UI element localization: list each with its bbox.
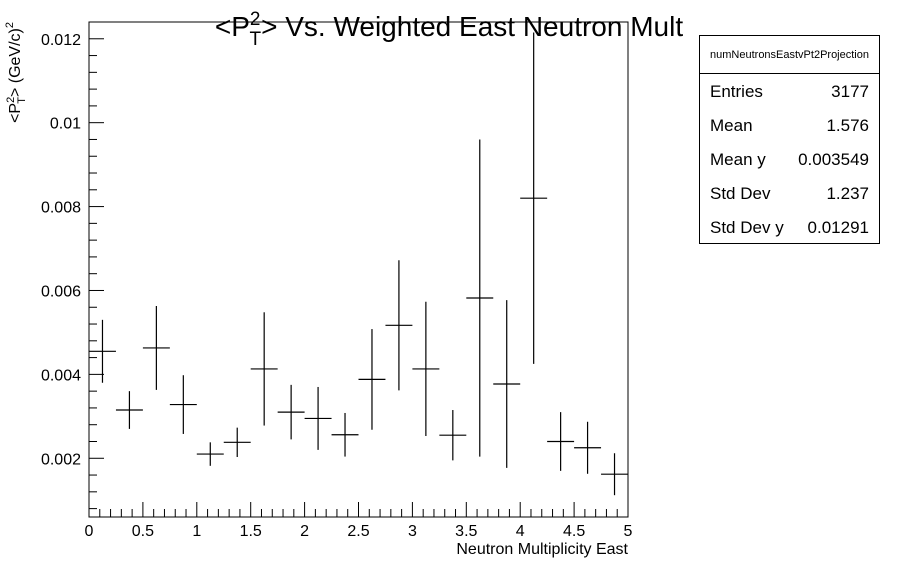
data-point [250, 312, 278, 426]
stats-row-mean: Mean 1.576 [700, 108, 879, 142]
data-point [89, 319, 116, 383]
stats-key: Mean [710, 116, 753, 135]
y-axis-label-rest: > (GeV/c) [7, 28, 24, 97]
data-point [439, 410, 467, 461]
x-tick-label: 3.5 [455, 523, 477, 540]
y-tick-label: 0.012 [41, 32, 81, 49]
stats-key: Mean y [710, 150, 766, 169]
data-point [574, 421, 602, 474]
chart-title-subscript: T [249, 29, 261, 50]
y-tick-label: 0.006 [41, 283, 81, 300]
stats-row-mean-y: Mean y 0.003549 [700, 142, 879, 176]
data-point [547, 412, 575, 471]
y-tick-label: 0.002 [41, 451, 81, 468]
y-tick-label: 0.008 [41, 200, 81, 217]
y-axis-label-exponent: 2 [4, 22, 16, 28]
x-tick-label: 0 [85, 523, 94, 540]
y-axis-label-subscript: T [16, 97, 28, 104]
data-point [115, 391, 143, 429]
stats-row-entries: Entries 3177 [700, 74, 879, 108]
axis-ticks: 0 0.5 1 1.5 2 2.5 3 3.5 4 4.5 5 0.002 0.004 0.006 0.00… [41, 32, 633, 540]
stats-title: numNeutronsEastvPt2Projection [700, 36, 879, 74]
stats-value: 0.01291 [807, 218, 869, 237]
data-point [331, 412, 359, 457]
x-tick-label: 4.5 [563, 523, 585, 540]
stats-key: Std Dev [710, 184, 771, 203]
x-tick-label: 4 [516, 523, 525, 540]
data-point [520, 32, 548, 364]
plot-frame [88, 21, 629, 518]
x-tick-label: 2 [300, 523, 309, 540]
chart-title-rest: > Vs. Weighted East Neutron Mult [261, 11, 683, 42]
x-tick-label: 0.5 [132, 523, 154, 540]
stats-value: 0.003549 [798, 150, 869, 169]
stats-row-std-dev-y: Std Dev y 0.01291 [700, 210, 879, 244]
x-tick-label: 1 [192, 523, 201, 540]
data-point [385, 260, 413, 391]
data-point [493, 300, 521, 468]
data-point [601, 453, 628, 496]
data-point [358, 329, 386, 430]
y-axis-label: <P2T> (GeV/c)2 [4, 22, 28, 123]
x-tick-label: 5 [624, 523, 633, 540]
stats-key: Entries [710, 82, 763, 101]
stats-key: Std Dev y [710, 218, 784, 237]
data-point [412, 301, 440, 437]
stats-value: 1.576 [826, 116, 869, 135]
y-axis-label-superscript: 2 [5, 97, 17, 103]
data-point [304, 386, 332, 450]
x-tick-label: 2.5 [347, 523, 369, 540]
x-tick-label: 3 [408, 523, 417, 540]
data-point [169, 375, 197, 434]
stats-value: 3177 [831, 82, 869, 101]
data-point [142, 305, 170, 390]
data-point [277, 384, 305, 440]
chart-title-superscript: 2 [250, 9, 261, 30]
y-tick-label: 0.01 [50, 116, 81, 133]
data-point [196, 442, 224, 466]
data-point [466, 139, 494, 457]
data-points [89, 32, 628, 496]
stats-value: 1.237 [826, 184, 869, 203]
chart-title: <P2 T> Vs. Weighted East Neutron Mult [215, 9, 683, 50]
stats-row-std-dev: Std Dev 1.237 [700, 176, 879, 210]
x-tick-label: 1.5 [240, 523, 262, 540]
stats-box: numNeutronsEastvPt2Projection Entries 31… [699, 35, 880, 244]
y-tick-label: 0.004 [41, 367, 81, 384]
data-point [223, 427, 251, 458]
x-axis-label: Neutron Multiplicity East [456, 541, 628, 558]
